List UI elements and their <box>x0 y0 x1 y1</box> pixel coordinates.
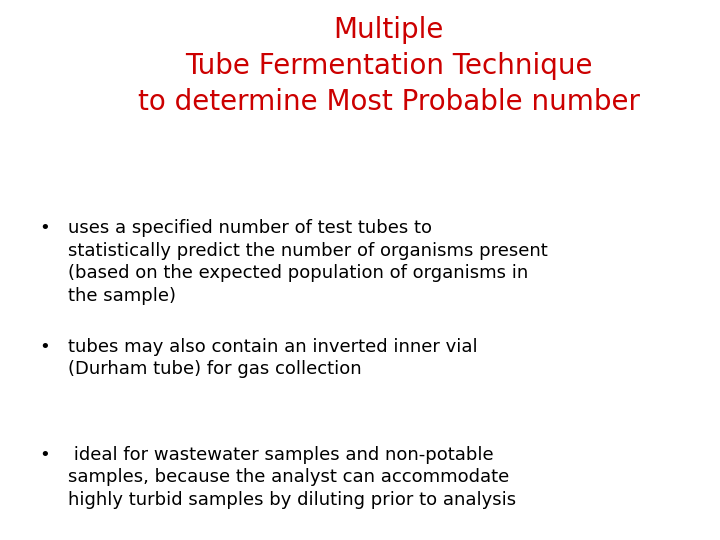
Text: uses a specified number of test tubes to
statistically predict the number of org: uses a specified number of test tubes to… <box>68 219 548 306</box>
Text: tubes may also contain an inverted inner vial
(Durham tube) for gas collection: tubes may also contain an inverted inner… <box>68 338 478 379</box>
Text: •: • <box>40 338 50 355</box>
Text: Multiple
Tube Fermentation Technique
to determine Most Probable number: Multiple Tube Fermentation Technique to … <box>138 16 640 116</box>
Text: •: • <box>40 446 50 463</box>
Text: ideal for wastewater samples and non-potable
samples, because the analyst can ac: ideal for wastewater samples and non-pot… <box>68 446 516 509</box>
Text: •: • <box>40 219 50 237</box>
